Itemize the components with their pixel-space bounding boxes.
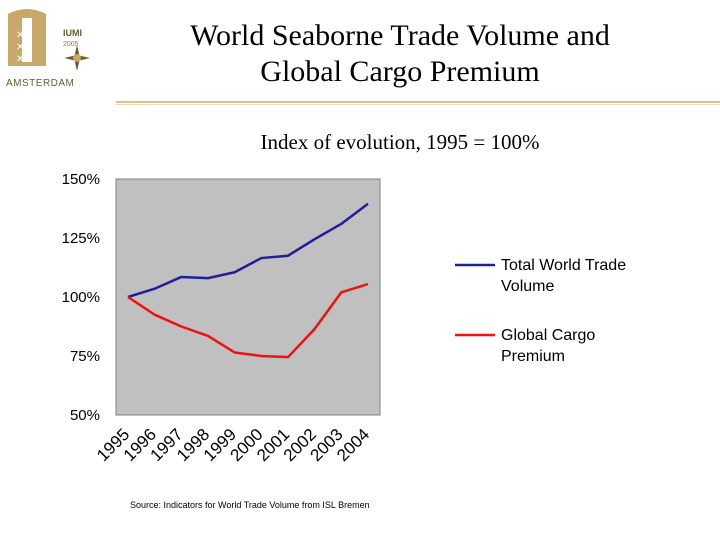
logo-city-text: AMSTERDAM	[6, 78, 74, 89]
y-tick-label: 125%	[62, 230, 100, 247]
source-note: Source: Indicators for World Trade Volum…	[130, 500, 370, 510]
chart-subtitle: Index of evolution, 1995 = 100%	[260, 130, 540, 154]
line-chart: 50%75%100%125%150% 199519961997199819992…	[62, 171, 627, 465]
legend-label: Global Cargo	[501, 327, 595, 344]
slide-title-line-2: Global Cargo Premium	[260, 55, 540, 88]
legend-label: Volume	[501, 278, 554, 295]
title-divider	[116, 101, 720, 103]
legend-label: Total World Trade	[501, 257, 626, 274]
svg-text:✕: ✕	[16, 42, 24, 53]
logo-iumi-text: IUMI	[63, 28, 82, 38]
y-tick-label: 50%	[70, 407, 100, 424]
compass-rose-icon	[64, 45, 90, 71]
y-tick-label: 150%	[62, 171, 100, 188]
title-divider-thin	[116, 104, 720, 105]
logo-x-mark: ✕	[16, 30, 24, 41]
legend-label: Premium	[501, 348, 565, 365]
slide-title: World Seaborne Trade Volume and Global C…	[140, 18, 660, 90]
series-line-cargo-premium	[127, 282, 369, 359]
y-tick-label: 75%	[70, 348, 100, 365]
slide-title-line-1: World Seaborne Trade Volume and	[190, 19, 610, 52]
svg-text:✕: ✕	[16, 54, 24, 65]
logo-year-text: 2005	[63, 41, 79, 48]
series-line-trade-volume	[127, 202, 369, 299]
y-tick-label: 100%	[62, 289, 100, 306]
plot-area	[115, 178, 381, 416]
iumi-2005-amsterdam-logo: ✕ ✕ ✕ IUMI 2005 AMSTERDAM	[6, 9, 90, 89]
